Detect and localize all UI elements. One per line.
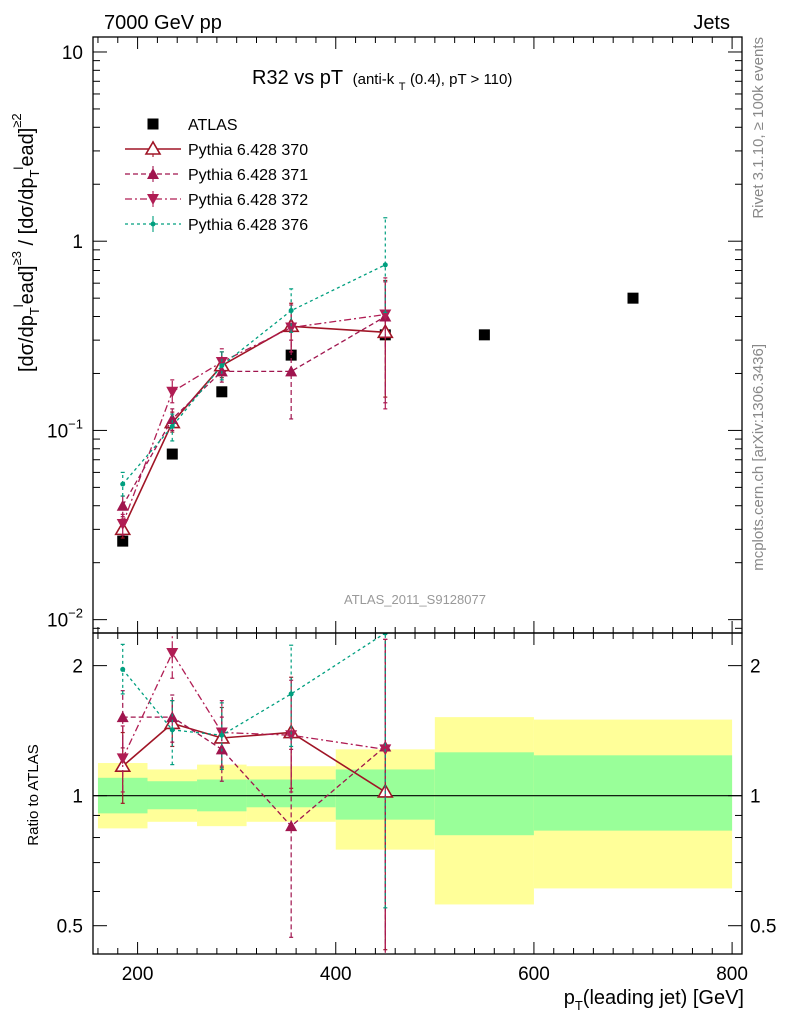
main-y-tick-label-3: 10 [62, 43, 83, 64]
legend-label-atlas: ATLAS [188, 117, 238, 134]
main-point-atlas-5 [478, 329, 490, 341]
ratio-point-pythia-6-428-372-3 [285, 730, 298, 742]
legend-label-pythia-6-428-371: Pythia 6.428 371 [188, 167, 308, 184]
main-point-pythia-6-428-372-0 [116, 519, 129, 531]
x-tick-label-400: 400 [320, 964, 352, 985]
source-label: mcplots.cern.ch [arXiv:1306.3436] [750, 344, 767, 571]
ratio-point-pythia-6-428-376-0 [120, 666, 126, 672]
legend-label-pythia-6-428-372: Pythia 6.428 372 [188, 192, 308, 209]
legend-entry-atlas: ATLAS [147, 117, 238, 134]
plot-title-sub-suffix: (0.4), pT > 110) [410, 71, 512, 88]
main-point-pythia-6-428-372-3 [285, 322, 298, 334]
main-y-tick-label-0: 10−2 [47, 606, 83, 632]
ratio-band-inner-5 [434, 752, 534, 836]
plot-title-sub-subscript: T [399, 81, 406, 93]
ratio-point-pythia-6-428-376-2 [219, 732, 225, 738]
ratio-series-pythia-6-428-376 [120, 633, 388, 909]
main-point-pythia-6-428-376-3 [288, 308, 294, 314]
main-point-pythia-6-428-376-4 [382, 262, 388, 268]
ratio-y-tick-label-right-1: 1 [750, 787, 761, 808]
main-point-atlas-1 [166, 448, 178, 460]
main-point-atlas-3 [285, 349, 297, 361]
main-point-pythia-6-428-371-0 [116, 499, 129, 511]
main-point-pythia-6-428-372-1 [166, 386, 179, 398]
main-point-atlas-2 [216, 386, 228, 398]
legend-entry-pythia-6-428-370: Pythia 6.428 370 [125, 140, 308, 159]
plot-title-main: R32 vs pT [252, 67, 343, 89]
main-point-pythia-6-428-371-1 [166, 412, 179, 424]
legend-marker-atlas [147, 118, 159, 130]
analysis-id-label: ATLAS_2011_S9128077 [344, 592, 486, 607]
rivet-version-label: Rivet 3.1.10, ≥ 100k events [750, 37, 767, 219]
main-point-pythia-6-428-372-2 [215, 356, 228, 368]
ratio-frame [92, 632, 743, 955]
ratio-plot-area [93, 633, 742, 954]
x-axis-label: pT(leading jet) [GeV] [564, 987, 744, 1013]
main-y-axis-label: [dσ/dpTlead]≥3 / [dσ/dpTlead]≥2 [9, 113, 42, 372]
main-plot-area [114, 217, 639, 547]
legend-marker-pythia-6-428-372 [147, 194, 159, 205]
main-series-pythia-6-428-376 [120, 217, 388, 497]
legend-entry-pythia-6-428-371: Pythia 6.428 371 [125, 166, 308, 184]
ratio-point-pythia-6-428-371-3 [285, 820, 298, 832]
ratio-point-pythia-6-428-376-3 [288, 691, 294, 697]
main-point-atlas-6 [627, 292, 639, 304]
legend-marker-pythia-6-428-370 [144, 140, 162, 155]
axes-layer: 200 400 600 800 10−2 10−1 1 10 0.5 0.5 1 1 2 2 [47, 36, 776, 985]
ratio-y-tick-label-right-0.5: 0.5 [750, 917, 776, 938]
main-line-pythia-6-428-376 [122, 264, 386, 485]
x-tick-label-600: 600 [518, 964, 550, 985]
ratio-point-pythia-6-428-371-0 [116, 711, 129, 723]
ratio-point-pythia-6-428-376-1 [169, 727, 175, 733]
main-point-pythia-6-428-376-2 [219, 363, 225, 369]
ratio-y-axis-label: Ratio to ATLAS [25, 744, 42, 845]
legend-label-pythia-6-428-376: Pythia 6.428 376 [188, 217, 308, 234]
main-point-pythia-6-428-376-1 [169, 423, 175, 429]
legend: ATLAS Pythia 6.428 370 Pythia 6.428 371 Pyt… [125, 117, 308, 234]
ratio-y-tick-label-0.5: 0.5 [57, 917, 83, 938]
ratio-band-inner-6 [533, 755, 733, 831]
main-y-tick-label-1: 10−1 [47, 416, 83, 442]
main-point-pythia-6-428-372-4 [379, 309, 392, 321]
ratio-point-pythia-6-428-372-0 [116, 753, 129, 765]
main-y-tick-label-2: 1 [72, 232, 83, 253]
x-tick-label-800: 800 [716, 964, 748, 985]
ratio-y-tick-label-2: 2 [72, 657, 83, 678]
header-left-label: 7000 GeV pp [104, 12, 222, 34]
plot-title-sub-prefix: (anti-k [353, 71, 395, 88]
main-point-atlas-0 [117, 535, 129, 547]
plot-title: R32 vs pT (anti-k T (0.4), pT > 110) [252, 67, 512, 94]
legend-marker-pythia-6-428-376 [150, 221, 156, 227]
legend-entry-pythia-6-428-376: Pythia 6.428 376 [125, 216, 308, 234]
legend-label-pythia-6-428-370: Pythia 6.428 370 [188, 142, 308, 159]
header-right-label: Jets [693, 12, 730, 34]
ratio-y-tick-label-1: 1 [72, 787, 83, 808]
ratio-point-pythia-6-428-372-1 [166, 647, 179, 659]
legend-entry-pythia-6-428-372: Pythia 6.428 372 [125, 191, 308, 209]
legend-marker-pythia-6-428-371 [147, 168, 159, 179]
ratio-y-tick-label-right-2: 2 [750, 657, 761, 678]
main-point-pythia-6-428-371-3 [285, 365, 298, 377]
x-tick-label-200: 200 [122, 964, 154, 985]
main-point-pythia-6-428-376-0 [120, 481, 126, 487]
